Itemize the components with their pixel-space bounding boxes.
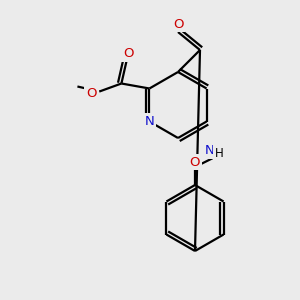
Text: O: O	[86, 87, 97, 100]
Text: H: H	[215, 147, 224, 160]
Text: N: N	[145, 115, 154, 128]
Text: O: O	[190, 155, 200, 169]
Text: O: O	[123, 47, 134, 60]
Text: O: O	[173, 17, 183, 31]
Text: N: N	[205, 144, 214, 157]
